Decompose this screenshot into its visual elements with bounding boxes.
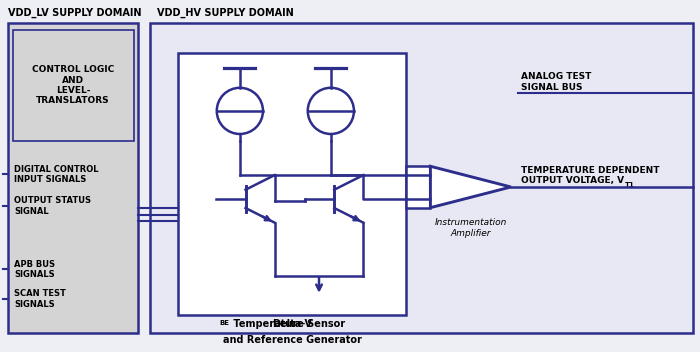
Text: and Reference Generator: and Reference Generator: [223, 335, 362, 345]
Bar: [150, 23, 693, 333]
Text: Temperature Sensor: Temperature Sensor: [230, 319, 344, 328]
Text: APB BUS
SIGNALS: APB BUS SIGNALS: [14, 259, 55, 279]
Text: Delta-V: Delta-V: [272, 319, 312, 328]
Text: TEMPERATURE DEPENDENT: TEMPERATURE DEPENDENT: [522, 166, 660, 175]
Polygon shape: [430, 166, 511, 208]
Text: CONTROL LOGIC
AND
LEVEL-
TRANSLATORS: CONTROL LOGIC AND LEVEL- TRANSLATORS: [32, 65, 114, 106]
Ellipse shape: [217, 88, 263, 134]
Bar: [406, 166, 430, 208]
Text: SCAN TEST
SIGNALS: SCAN TEST SIGNALS: [14, 289, 66, 309]
Text: OUTPUT VOLTAGE, V: OUTPUT VOLTAGE, V: [522, 176, 624, 185]
Text: VDD_LV SUPPLY DOMAIN: VDD_LV SUPPLY DOMAIN: [8, 7, 142, 18]
Bar: [8, 23, 138, 333]
Text: DIGITAL CONTROL
INPUT SIGNALS: DIGITAL CONTROL INPUT SIGNALS: [14, 164, 99, 184]
Bar: [178, 53, 406, 315]
Ellipse shape: [308, 88, 354, 134]
Text: OUTPUT STATUS
SIGNAL: OUTPUT STATUS SIGNAL: [14, 196, 91, 216]
Text: Instrumentation
Amplifier: Instrumentation Amplifier: [435, 218, 507, 238]
Text: BE: BE: [219, 320, 229, 326]
Text: T1: T1: [625, 182, 635, 188]
Text: VDD_HV SUPPLY DOMAIN: VDD_HV SUPPLY DOMAIN: [158, 7, 294, 18]
Text: ANALOG TEST
SIGNAL BUS: ANALOG TEST SIGNAL BUS: [522, 72, 592, 92]
Bar: [13, 30, 134, 141]
